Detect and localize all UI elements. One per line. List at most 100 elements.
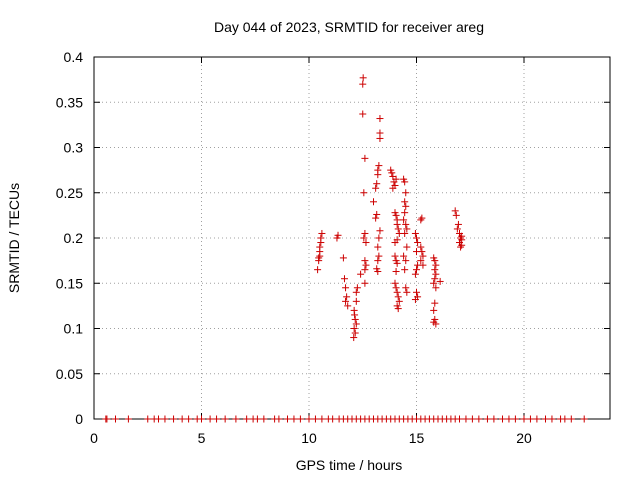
data-point bbox=[417, 243, 425, 251]
data-point bbox=[403, 288, 411, 296]
data-point bbox=[253, 415, 261, 423]
data-point bbox=[468, 415, 476, 423]
data-point bbox=[342, 284, 350, 292]
data-point bbox=[462, 415, 470, 423]
data-point bbox=[403, 243, 411, 251]
data-point bbox=[361, 257, 369, 265]
data-point bbox=[400, 216, 408, 224]
data-point bbox=[315, 254, 323, 262]
data-point bbox=[290, 415, 298, 423]
data-point bbox=[419, 252, 427, 260]
data-point bbox=[360, 189, 368, 197]
data-point bbox=[388, 169, 396, 177]
y-tick-label: 0 bbox=[75, 411, 83, 427]
data-point bbox=[567, 415, 575, 423]
data-point bbox=[391, 279, 399, 287]
y-tick-labels: 0 0.05 0.1 0.15 0.2 0.25 0.3 0.35 0.4 bbox=[56, 49, 83, 427]
data-point bbox=[391, 252, 399, 260]
data-point bbox=[361, 229, 369, 237]
y-tick-label: 0.05 bbox=[56, 366, 83, 382]
data-point bbox=[395, 297, 403, 305]
data-point bbox=[198, 415, 205, 423]
plot-frame bbox=[93, 56, 611, 420]
data-point bbox=[436, 277, 444, 285]
data-point bbox=[458, 241, 466, 249]
data-point bbox=[351, 315, 359, 323]
axis-ticks bbox=[93, 56, 610, 420]
data-point bbox=[351, 329, 359, 337]
data-point bbox=[393, 220, 401, 228]
data-point bbox=[362, 239, 370, 247]
data-point bbox=[361, 154, 369, 162]
data-point bbox=[372, 184, 380, 192]
data-point bbox=[375, 252, 383, 260]
x-tick-label: 0 bbox=[90, 430, 98, 446]
data-point bbox=[305, 415, 313, 423]
data-point bbox=[359, 110, 367, 118]
data-point bbox=[403, 225, 411, 233]
data-point bbox=[533, 415, 541, 423]
data-point bbox=[453, 225, 461, 233]
data-point bbox=[112, 415, 119, 423]
data-point bbox=[296, 415, 304, 423]
data-point bbox=[362, 261, 370, 269]
data-point bbox=[329, 415, 337, 423]
data-point bbox=[419, 261, 427, 269]
data-point bbox=[370, 198, 377, 206]
data-point bbox=[402, 284, 410, 292]
data-point bbox=[457, 234, 465, 242]
data-point bbox=[418, 248, 426, 256]
data-point bbox=[389, 184, 397, 192]
data-point bbox=[361, 279, 369, 287]
data-point bbox=[359, 74, 367, 82]
data-point bbox=[402, 220, 410, 228]
data-point bbox=[520, 415, 528, 423]
x-tick-label: 5 bbox=[198, 430, 206, 446]
data-point bbox=[431, 275, 439, 283]
y-tick-label: 0.25 bbox=[56, 185, 83, 201]
data-point bbox=[401, 198, 409, 206]
data-point bbox=[344, 302, 352, 310]
data-point bbox=[185, 415, 193, 423]
data-point bbox=[316, 248, 324, 256]
x-tick-label: 20 bbox=[516, 430, 532, 446]
data-point bbox=[580, 415, 588, 423]
data-point bbox=[155, 415, 162, 423]
data-point bbox=[393, 259, 401, 267]
data-point bbox=[457, 243, 465, 251]
data-point bbox=[483, 415, 491, 423]
data-point bbox=[411, 229, 419, 237]
data-point bbox=[352, 297, 360, 305]
data-point bbox=[393, 236, 401, 244]
data-point bbox=[373, 180, 381, 188]
x-axis-label: GPS time / hours bbox=[296, 457, 403, 473]
chart-title: Day 044 of 2023, SRMTID for receiver are… bbox=[214, 19, 484, 35]
data-point bbox=[352, 288, 360, 296]
y-tick-label: 0.35 bbox=[56, 94, 83, 110]
data-point bbox=[103, 415, 111, 423]
data-point bbox=[318, 415, 326, 423]
y-tick-label: 0.2 bbox=[64, 230, 84, 246]
data-point bbox=[376, 129, 384, 137]
data-point bbox=[490, 415, 498, 423]
data-point bbox=[511, 415, 519, 423]
data-point bbox=[124, 415, 132, 423]
data-point bbox=[401, 209, 409, 217]
data-point bbox=[314, 266, 322, 274]
data-point bbox=[456, 415, 463, 423]
data-point bbox=[374, 267, 382, 275]
data-point bbox=[394, 225, 402, 233]
data-point bbox=[374, 257, 382, 265]
data-point bbox=[376, 115, 384, 123]
data-point bbox=[451, 207, 459, 215]
data-point bbox=[431, 299, 439, 307]
data-point bbox=[232, 415, 240, 423]
data-points bbox=[102, 74, 588, 423]
data-point bbox=[432, 261, 440, 269]
data-point bbox=[548, 415, 556, 423]
data-point bbox=[417, 216, 425, 224]
data-point bbox=[392, 211, 400, 219]
data-point bbox=[402, 257, 410, 265]
data-point bbox=[284, 415, 291, 423]
data-point bbox=[401, 266, 409, 274]
